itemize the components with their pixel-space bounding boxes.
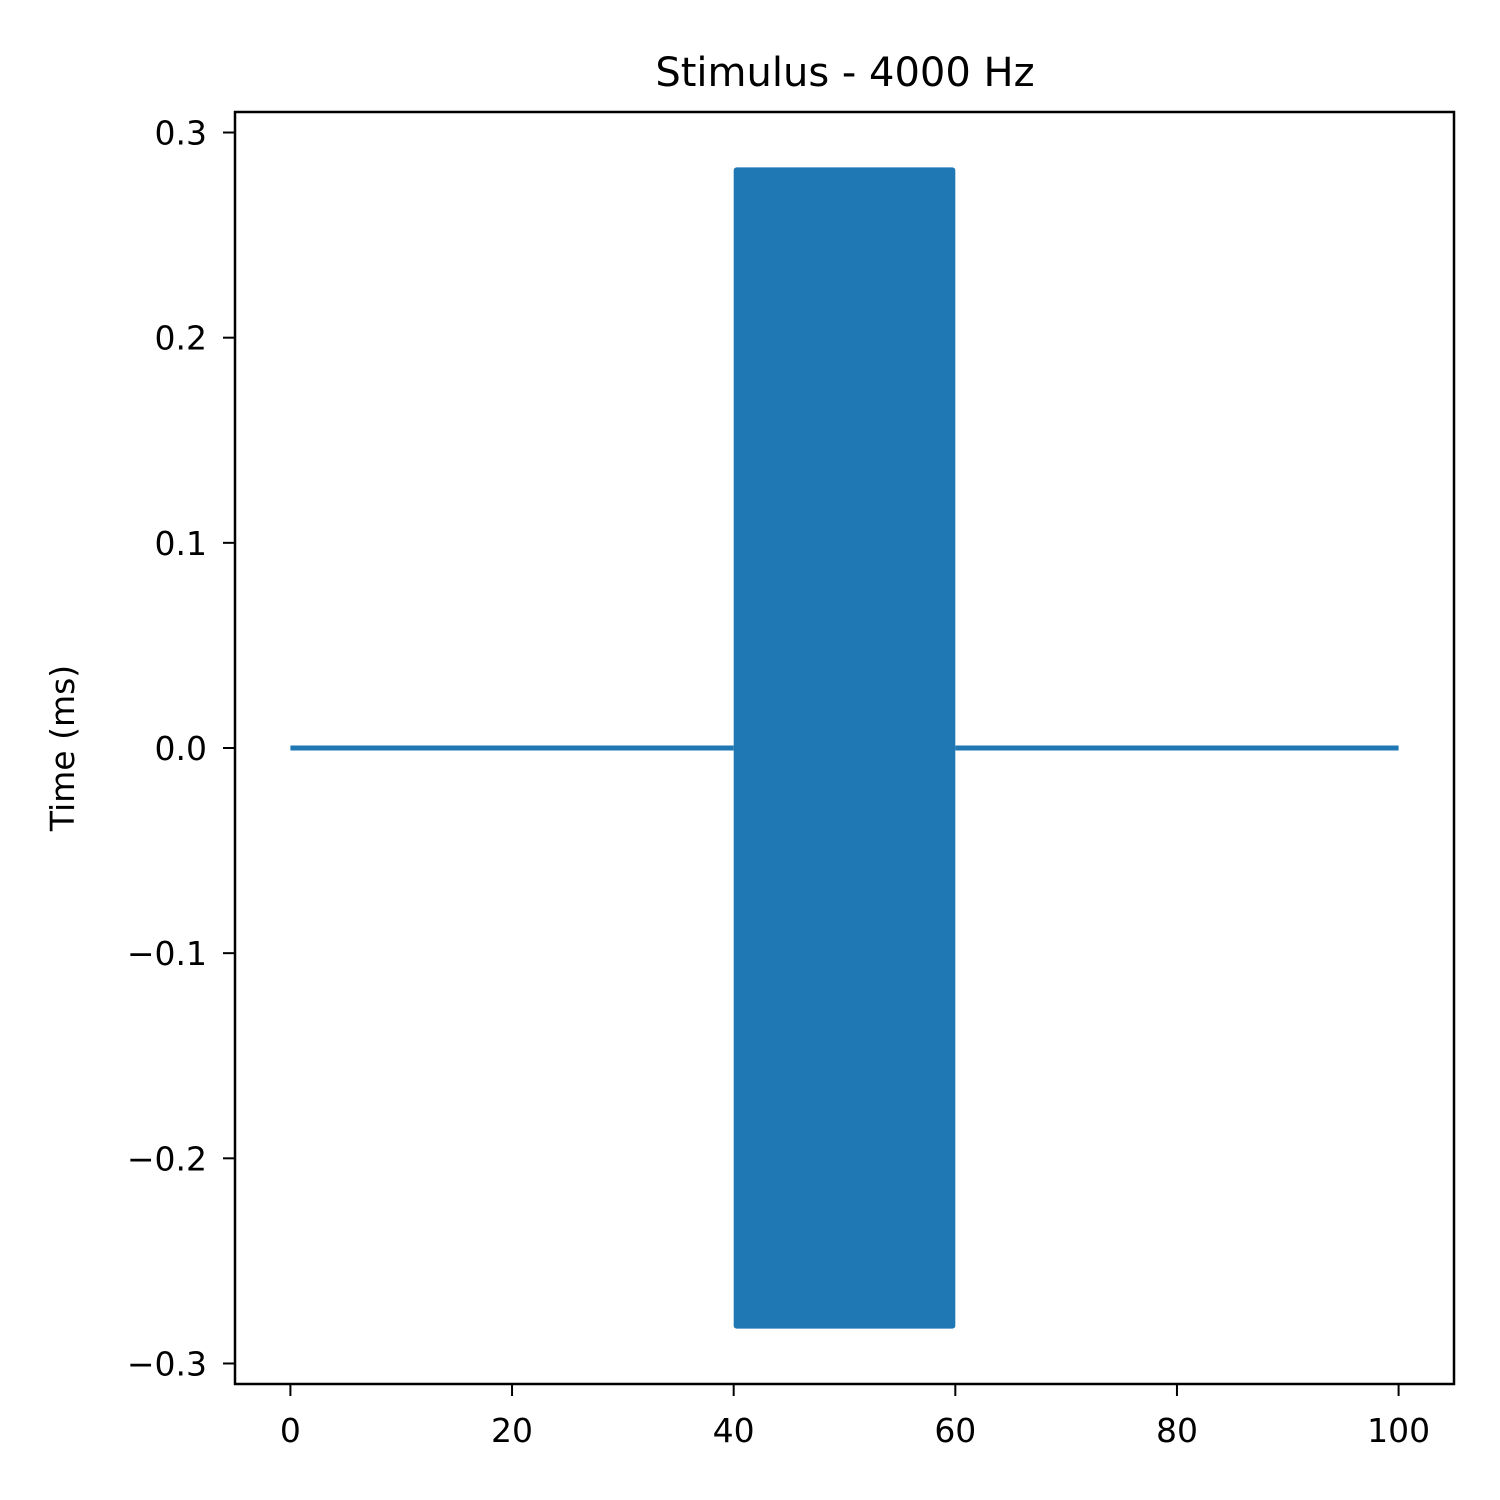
x-tick-label: 0 xyxy=(280,1411,301,1450)
x-tick-label: 100 xyxy=(1367,1411,1430,1450)
y-tick-label: 0.1 xyxy=(155,524,207,563)
x-tick-label: 60 xyxy=(934,1411,976,1450)
y-tick-label: 0.3 xyxy=(155,114,207,153)
chart-title: Stimulus - 4000 Hz xyxy=(655,50,1034,96)
y-axis: 0.3 0.2 0.1 0.0 −0.1 −0.2 −0.3 xyxy=(127,114,235,1383)
x-tick-label: 20 xyxy=(491,1411,533,1450)
series-tone-burst xyxy=(733,167,956,1329)
y-tick-label: 0.2 xyxy=(155,319,207,358)
plot-area xyxy=(290,167,1399,1329)
x-tick-label: 80 xyxy=(1156,1411,1198,1450)
y-tick-label: 0.0 xyxy=(155,729,207,768)
x-axis: 0 20 40 60 80 100 xyxy=(280,1384,1430,1450)
axes-frame xyxy=(233,110,1456,1386)
y-tick-label: −0.3 xyxy=(127,1344,207,1383)
y-axis-label: Time (ms) xyxy=(43,665,82,832)
y-tick-label: −0.2 xyxy=(127,1139,207,1178)
x-tick-label: 40 xyxy=(713,1411,755,1450)
y-tick-label: −0.1 xyxy=(127,934,207,973)
